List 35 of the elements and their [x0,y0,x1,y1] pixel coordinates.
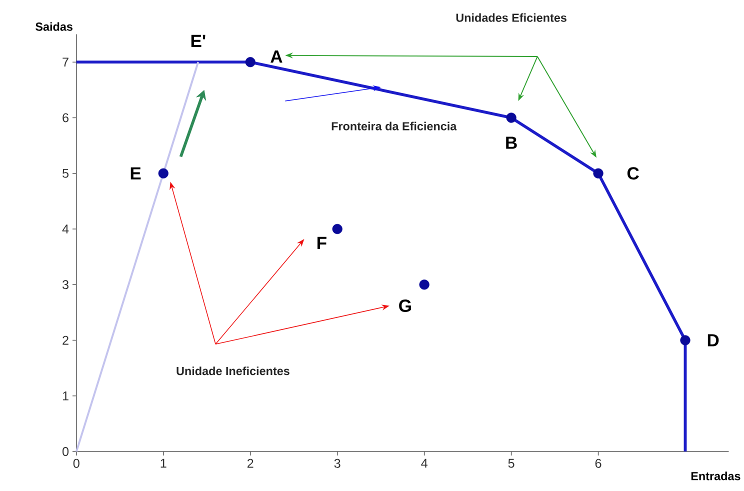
point [245,57,256,68]
point [593,168,604,179]
point [680,335,690,346]
x-tick-label: 5 [508,459,514,468]
y-tick-label: 0 [62,447,69,456]
point [332,224,342,234]
y-tick-label: 6 [62,113,68,122]
x-tick-label: 6 [595,459,602,468]
annotation: E' [191,35,206,48]
y-tick-label: 4 [62,224,69,234]
annotation: Unidade Ineficientes [176,366,290,376]
y-tick-label: 1 [62,392,68,400]
annotation: Fronteira da Eficiencia [332,122,457,131]
y-tick-label: 7 [62,58,68,67]
point [158,168,168,179]
annotation: A [270,50,282,63]
y-axis-title: Saidas [36,22,72,31]
x-axis-title: Entradas [691,472,740,480]
point [506,112,516,123]
x-tick-label: 4 [421,459,428,468]
text: Unidades Eficientes [456,13,566,22]
y-tick-label: 2 [62,336,68,345]
x-tick-label: 1 [160,459,166,468]
annotation: D [708,334,719,346]
annotation: E [130,167,141,180]
x-tick-label: 2 [247,459,254,468]
annotation: G [399,300,411,312]
annotation: B [506,136,517,149]
annotation: C [627,167,639,180]
point [419,280,430,290]
y-tick-label: 3 [62,280,68,290]
x-tick-label: 3 [334,459,340,468]
y-tick-label: 5 [62,169,69,178]
x-tick-label: 0 [73,459,80,468]
annotation: F [317,237,326,250]
